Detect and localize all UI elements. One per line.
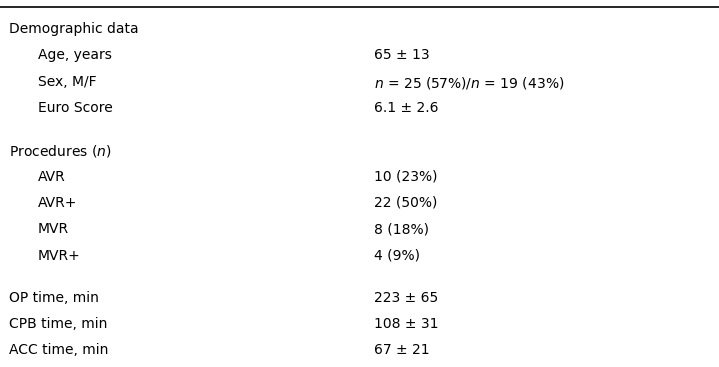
- Text: Sex, M/F: Sex, M/F: [38, 75, 97, 89]
- Text: AVR: AVR: [38, 170, 66, 184]
- Text: Euro Score: Euro Score: [38, 101, 113, 115]
- Text: Procedures ($n$): Procedures ($n$): [9, 143, 112, 159]
- Text: 223 ± 65: 223 ± 65: [374, 291, 438, 305]
- Text: Demographic data: Demographic data: [9, 22, 139, 36]
- Text: 22 (50%): 22 (50%): [374, 196, 437, 210]
- Text: 10 (23%): 10 (23%): [374, 170, 437, 184]
- Text: ACC time, min: ACC time, min: [9, 344, 109, 357]
- Text: OP time, min: OP time, min: [9, 291, 99, 305]
- Text: 6.1 ± 2.6: 6.1 ± 2.6: [374, 101, 439, 115]
- Text: 65 ± 13: 65 ± 13: [374, 48, 429, 62]
- Text: 8 (18%): 8 (18%): [374, 222, 429, 236]
- Text: AVR+: AVR+: [38, 196, 78, 210]
- Text: 67 ± 21: 67 ± 21: [374, 344, 429, 357]
- Text: MVR: MVR: [38, 222, 69, 236]
- Text: CPB time, min: CPB time, min: [9, 317, 108, 331]
- Text: 108 ± 31: 108 ± 31: [374, 317, 439, 331]
- Text: Age, years: Age, years: [38, 48, 112, 62]
- Text: $n$ = 25 (57%)/$n$ = 19 (43%): $n$ = 25 (57%)/$n$ = 19 (43%): [374, 75, 564, 91]
- Text: 4 (9%): 4 (9%): [374, 249, 420, 263]
- Text: MVR+: MVR+: [38, 249, 81, 263]
